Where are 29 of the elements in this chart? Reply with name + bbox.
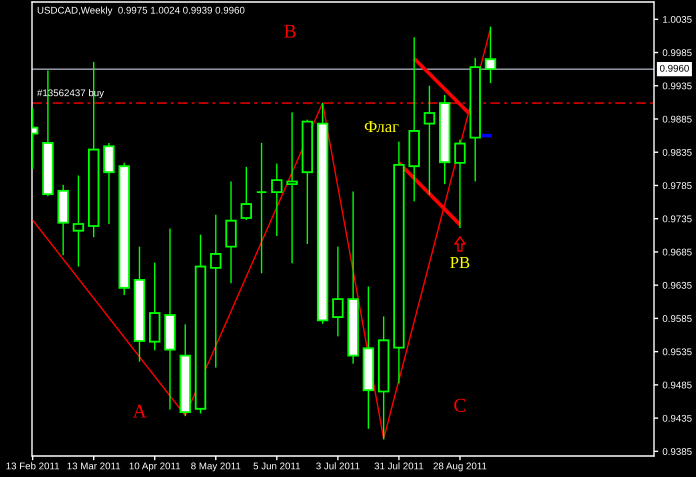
y-tick-label: 0.9435 [662,414,692,422]
annotation: A [132,404,146,418]
annotation: C [454,398,466,412]
annotation: B [284,24,296,38]
x-tick-label: 10 Apr 2011 [130,462,180,472]
x-tick-label: 31 Jul 2011 [374,462,424,470]
ref-line-label: 0.9960 [660,64,689,72]
x-tick-label: 28 Aug 2011 [434,462,486,472]
x-tick-label: 8 May 2011 [191,462,240,472]
y-tick-label: 0.9535 [662,348,692,356]
y-tick-label: 0.9985 [662,49,692,56]
x-tick-label: 13 Feb 2011 [6,462,60,470]
y-tick-label: 0.9585 [662,315,692,322]
y-tick-label: 0.9485 [662,382,692,388]
y-tick-label: 1.0035 [663,16,692,23]
y-tick-label: 0.9935 [662,82,692,90]
y-tick-label: 0.9785 [662,182,692,190]
y-tick-label: 0.9735 [662,215,692,222]
y-tick-label: 0.9835 [662,148,692,156]
annotation: Флаг [364,121,399,132]
x-tick-label: 3 Jul 2011 [316,462,360,470]
y-tick-label: 0.9685 [662,248,692,256]
y-tick-label: 0.9635 [662,282,692,289]
x-tick-label: 13 Mar 2011 [67,462,120,470]
annotation: PB [450,257,470,268]
y-tick-label: 0.9885 [662,116,692,123]
chart-title: USDCAD,Weekly 0.9975 1.0024 0.9939 0.9960 [38,6,245,16]
x-tick-label: 5 Jun 2011 [254,462,300,470]
y-tick-label: 0.9385 [662,448,692,455]
